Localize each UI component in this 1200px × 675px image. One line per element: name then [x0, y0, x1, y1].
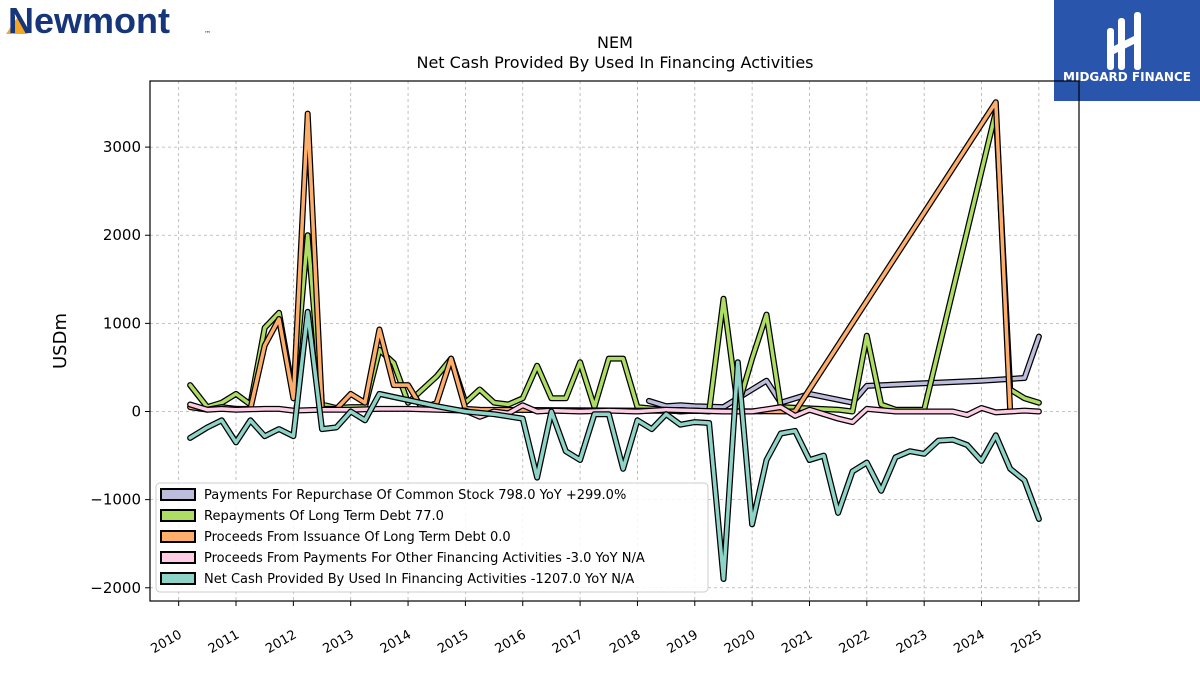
- x-tick-label: 2010: [149, 627, 185, 657]
- legend-label: Net Cash Provided By Used In Financing A…: [204, 572, 634, 587]
- legend-label: Payments For Repurchase Of Common Stock …: [204, 488, 626, 503]
- x-tick-label: 2024: [951, 627, 987, 657]
- newmont-logo-mark: [6, 18, 28, 34]
- series-lines: [187, 99, 1042, 582]
- series-5: [187, 308, 1042, 582]
- y-tick-label: 3000: [103, 138, 141, 156]
- x-tick-label: 2025: [1009, 627, 1045, 657]
- chart-subtitle: Net Cash Provided By Used In Financing A…: [416, 53, 813, 72]
- series-2: [187, 108, 1042, 415]
- x-tick-label: 2011: [206, 627, 242, 657]
- x-tick-label: 2016: [493, 627, 529, 657]
- x-tick-label: 2023: [894, 627, 930, 657]
- series-line: [647, 334, 1041, 409]
- x-tick-label: 2021: [779, 627, 815, 657]
- legend-swatch: [160, 509, 196, 522]
- midgard-finance-logo-mark: [1107, 12, 1141, 70]
- x-tick-label: 2020: [722, 627, 758, 657]
- legend-label: Proceeds From Payments For Other Financi…: [204, 551, 645, 566]
- legend-swatch: [160, 572, 196, 585]
- newmont-logo: Newmont ™: [4, 0, 219, 42]
- x-tick-label: 2013: [321, 627, 357, 657]
- y-tick-label: 1000: [103, 314, 141, 332]
- plot-frame: [149, 80, 1080, 602]
- legend-label: Repayments Of Long Term Debt 77.0: [204, 509, 444, 524]
- x-tick-label: 2012: [263, 627, 299, 657]
- x-tick-label: 2019: [665, 627, 701, 657]
- legend: Payments For Repurchase Of Common Stock …: [155, 482, 709, 593]
- series-4: [187, 401, 1042, 426]
- series-1: [645, 333, 1042, 411]
- y-tick-label: 0: [131, 403, 141, 421]
- newmont-logo-tm: ™: [204, 30, 211, 38]
- x-tick-label: 2017: [550, 627, 586, 657]
- newmont-logo-text: Newmont: [8, 2, 170, 41]
- y-axis: −2000 −1000 0 1000 2000 3000: [90, 138, 150, 597]
- midgard-finance-logo-text: MIDGARD FINANCE: [1063, 70, 1191, 84]
- series-outline: [645, 333, 1042, 411]
- legend-swatch: [160, 551, 196, 564]
- x-tick-label: 2018: [607, 627, 643, 657]
- y-tick-label: −2000: [90, 579, 141, 597]
- x-tick-label: 2022: [837, 627, 873, 657]
- series-line: [188, 402, 1041, 424]
- chart-title: NEM: [597, 33, 633, 52]
- y-tick-label: 2000: [103, 226, 141, 244]
- x-axis: 2010 2011 2012 2013 2014 2015 2016 2017 2018 2019…: [149, 601, 1045, 657]
- legend-label: Proceeds From Issuance Of Long Term Debt…: [204, 530, 511, 545]
- legend-swatch: [160, 530, 196, 543]
- series-line: [188, 110, 1041, 414]
- legend-box: [155, 482, 709, 593]
- x-tick-label: 2014: [378, 627, 414, 657]
- x-tick-label: 2015: [435, 627, 471, 657]
- midgard-finance-logo: MIDGARD FINANCE: [1054, 0, 1200, 101]
- series-line: [188, 310, 1041, 581]
- y-axis-label: USDm: [50, 313, 71, 369]
- legend-swatch: [160, 488, 196, 501]
- y-tick-label: −1000: [90, 491, 141, 509]
